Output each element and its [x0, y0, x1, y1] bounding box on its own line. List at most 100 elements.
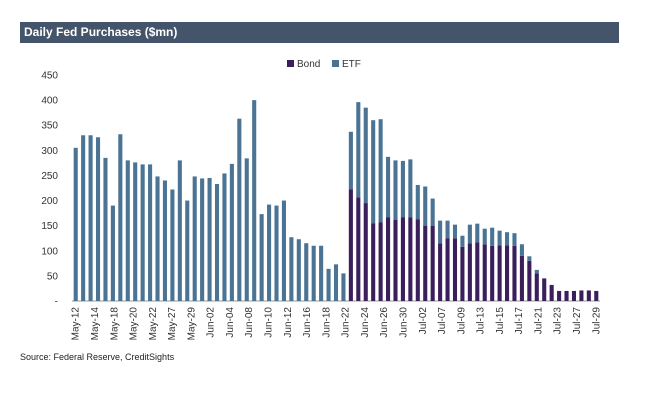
bar-etf — [229, 163, 234, 301]
bar-bond — [571, 290, 577, 301]
bar-bond — [490, 245, 495, 301]
x-tick-label: Jun-08 — [244, 307, 255, 338]
legend-swatch-etf — [332, 60, 339, 67]
bar-bond — [378, 222, 383, 301]
bar-etf — [393, 160, 398, 220]
bar-etf — [214, 183, 220, 301]
x-tick-label: Jun-12 — [283, 307, 294, 338]
bar-etf — [274, 205, 279, 301]
bar-etf — [259, 214, 264, 301]
x-tick-label: May-22 — [148, 307, 159, 341]
bar-etf — [125, 160, 130, 301]
bar-etf — [452, 224, 458, 239]
bar-etf — [378, 119, 383, 223]
bar-bond — [542, 278, 547, 301]
bar-bond — [579, 290, 584, 301]
bar-bond — [594, 290, 599, 301]
bar-etf — [386, 156, 391, 218]
bar-etf — [200, 178, 205, 301]
bar-etf — [296, 239, 301, 301]
bar-etf — [103, 157, 108, 301]
bar-bond — [460, 246, 465, 301]
bar-bond — [564, 290, 569, 301]
bar-bond — [393, 219, 398, 301]
bar-etf — [363, 107, 368, 204]
bar-bond — [438, 243, 443, 301]
bar-etf — [490, 227, 495, 246]
x-tick-label: May-18 — [109, 307, 120, 341]
bar-etf — [95, 137, 101, 301]
bar-etf — [326, 268, 331, 301]
x-tick-label: Jun-16 — [302, 307, 313, 338]
chart-title: Daily Fed Purchases ($mn) — [20, 22, 619, 43]
bar-etf — [133, 162, 138, 301]
bar-etf — [192, 176, 197, 301]
x-tick-label: May-12 — [71, 307, 82, 341]
bar-etf — [430, 198, 435, 226]
bar-etf — [155, 176, 160, 301]
bar-etf — [267, 204, 272, 301]
bar-etf — [289, 237, 294, 301]
bar-etf — [497, 230, 502, 246]
legend-swatch-bond — [287, 60, 294, 67]
bar-bond — [415, 219, 420, 301]
x-tick-label: Jun-02 — [206, 307, 217, 338]
x-tick-label: May-27 — [167, 307, 178, 341]
bar-bond — [467, 243, 472, 301]
bar-bond — [408, 217, 413, 301]
x-tick-label: Jul-13 — [476, 307, 487, 335]
x-tick-label: Jun-04 — [225, 307, 236, 338]
bar-etf — [118, 134, 123, 301]
bar-bond — [348, 189, 353, 301]
bar-bond — [549, 284, 554, 301]
bar-etf — [81, 135, 86, 301]
bar-bond — [452, 238, 458, 301]
bar-etf — [244, 158, 249, 301]
x-tick-label: Jul-09 — [456, 307, 467, 335]
bar-etf — [371, 120, 376, 224]
x-tick-label: Jul-17 — [514, 307, 525, 335]
x-tick-label: May-20 — [129, 307, 140, 341]
bar-etf — [148, 164, 153, 301]
bar-bond — [557, 290, 562, 301]
bar-etf — [110, 205, 115, 301]
bar-bond — [497, 245, 502, 301]
y-tick-label: 100 — [41, 246, 58, 257]
bar-etf — [73, 147, 78, 301]
bar-etf — [140, 164, 145, 301]
bar-etf — [319, 245, 324, 301]
y-tick-label: 250 — [41, 171, 58, 182]
x-tick-label: Jun-18 — [321, 307, 332, 338]
bar-etf — [341, 273, 346, 301]
y-tick-label: 400 — [41, 96, 58, 107]
x-tick-label: Jun-22 — [341, 307, 352, 338]
bar-etf — [527, 256, 532, 261]
bar-bond — [504, 245, 510, 301]
y-tick-label: 50 — [47, 271, 59, 282]
y-tick-label: 300 — [41, 146, 58, 157]
bar-bond — [482, 244, 487, 301]
bar-bond — [386, 217, 391, 301]
bar-bond — [534, 273, 539, 301]
y-tick-label: - — [55, 297, 58, 308]
x-tick-label: May-14 — [90, 307, 101, 341]
bar-etf — [185, 200, 190, 301]
bar-etf — [534, 269, 539, 274]
x-tick-label: Jul-02 — [418, 307, 429, 335]
bar-bond — [527, 260, 532, 301]
bar-bond — [363, 203, 368, 301]
bar-bond — [445, 238, 450, 301]
bar-etf — [408, 159, 413, 218]
bar-etf — [162, 180, 168, 301]
bar-bond — [586, 290, 591, 301]
bar-etf — [170, 189, 175, 301]
bar-etf — [177, 160, 182, 301]
bar-bond — [430, 225, 435, 301]
bar-etf — [207, 177, 212, 301]
bar-etf — [400, 160, 405, 218]
bar-etf — [460, 235, 465, 247]
bar-bond — [371, 223, 376, 301]
bar-etf — [475, 223, 480, 243]
bar-etf — [237, 118, 242, 302]
